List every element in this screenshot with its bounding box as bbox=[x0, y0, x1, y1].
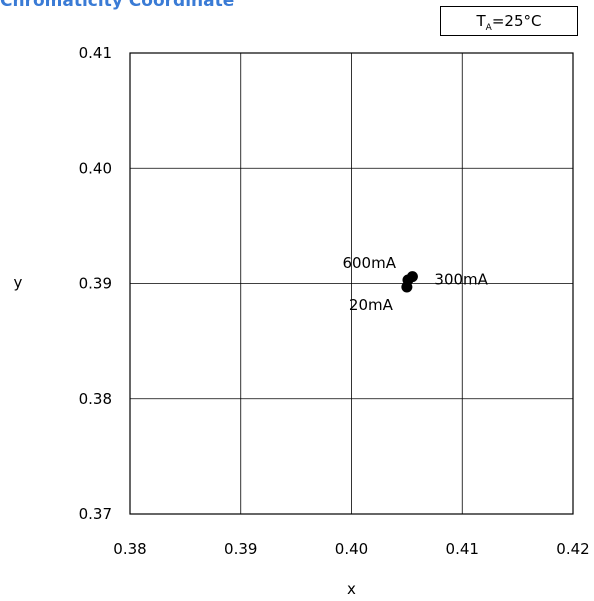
y-tick-label: 0.40 bbox=[79, 159, 112, 177]
condition-value: =25°C bbox=[491, 12, 542, 30]
condition-box: TA=25°C bbox=[440, 6, 578, 36]
point-label-300mA: 300mA bbox=[434, 271, 488, 289]
grid-lines bbox=[130, 53, 573, 514]
x-tick-label: 0.39 bbox=[224, 540, 257, 558]
plot-frame bbox=[129, 52, 574, 515]
y-axis-label: y bbox=[14, 274, 23, 292]
x-tick-label: 0.41 bbox=[446, 540, 479, 558]
x-tick-label: 0.38 bbox=[113, 540, 146, 558]
point-label-600mA: 600mA bbox=[342, 254, 396, 272]
chart-title: Chromaticity Coordinate bbox=[0, 0, 235, 11]
y-tick-labels: 0.37 0.38 0.39 0.40 0.41 bbox=[79, 44, 112, 523]
data-points bbox=[401, 271, 418, 293]
y-tick-label: 0.41 bbox=[79, 44, 112, 62]
x-tick-labels: 0.38 0.39 0.40 0.41 0.42 bbox=[113, 540, 589, 558]
point-label-20mA: 20mA bbox=[349, 296, 394, 314]
x-tick-label: 0.42 bbox=[556, 540, 589, 558]
data-point-600mA bbox=[402, 274, 414, 286]
condition-subscript: A bbox=[485, 23, 492, 33]
y-tick-label: 0.39 bbox=[79, 275, 112, 293]
point-labels: 20mA 300mA 600mA bbox=[342, 254, 488, 314]
condition-symbol: T bbox=[476, 12, 486, 30]
x-tick-label: 0.40 bbox=[335, 540, 368, 558]
x-axis-label: x bbox=[347, 580, 356, 598]
y-tick-label: 0.37 bbox=[79, 505, 112, 523]
y-tick-label: 0.38 bbox=[79, 390, 112, 408]
